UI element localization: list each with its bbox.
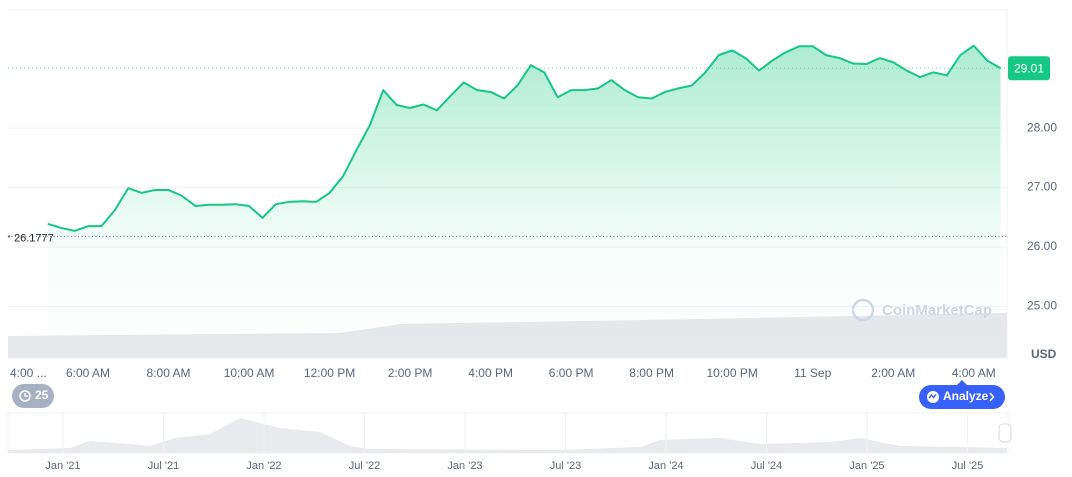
current-price-label: 29.01 [1014, 61, 1044, 75]
x-tick-label: 6:00 PM [549, 366, 594, 380]
navigator-area [8, 418, 1007, 453]
navigator-label: Jul '22 [349, 460, 380, 472]
navigator-label: Jul '25 [952, 460, 983, 472]
navigator-label: Jan '23 [447, 460, 482, 472]
y-tick-label: 28.00 [1027, 120, 1057, 134]
navigator-label: Jul '23 [550, 460, 581, 472]
reference-label: 26.1777 [14, 232, 54, 244]
price-line [47, 44, 1002, 232]
watermark-text: CoinMarketCap [882, 302, 992, 319]
navigator-label: Jan '22 [246, 460, 281, 472]
x-tick-label: 4:00 ... [10, 366, 47, 380]
analyze-button[interactable]: Analyze [919, 380, 1005, 409]
navigator-label: Jan '21 [45, 460, 80, 472]
history-badge-text: 25 [35, 388, 49, 402]
currency: USD [1031, 347, 1057, 361]
x-tick-label: 10:00 PM [706, 366, 757, 380]
x-tick-label: 11 Sep [794, 366, 831, 380]
x-tick-label: 4:00 PM [468, 366, 513, 380]
x-tick-label: 10:00 AM [224, 366, 275, 380]
navigator-label: Jan '25 [849, 460, 884, 472]
x-tick-label: 2:00 AM [871, 366, 915, 380]
history-badge[interactable]: 25 [12, 384, 54, 408]
x-tick-label: 4:00 AM [952, 366, 996, 380]
x-tick-label: 6:00 AM [66, 366, 110, 380]
x-tick-label: 8:00 PM [629, 366, 674, 380]
reference-dot [7, 235, 11, 238]
y-tick-label: 27.00 [1027, 180, 1057, 194]
navigator-label: Jan '24 [648, 460, 683, 472]
area [47, 45, 1001, 358]
x-tick-label: 8:00 AM [147, 366, 191, 380]
x-tick-label: 12:00 PM [304, 366, 355, 380]
y-tick-label: 25.00 [1027, 299, 1057, 313]
navigator-label: Jul '24 [751, 460, 782, 472]
watermark: CoinMarketCap [851, 298, 992, 322]
navigator [7, 412, 1012, 454]
navigator-label: Jul '21 [148, 460, 179, 472]
analyze-text: Analyze [943, 389, 989, 403]
current-price-badge [1008, 56, 1050, 81]
y-tick-label: 26.00 [1027, 239, 1057, 253]
x-tick-label: 2:00 PM [388, 366, 433, 380]
